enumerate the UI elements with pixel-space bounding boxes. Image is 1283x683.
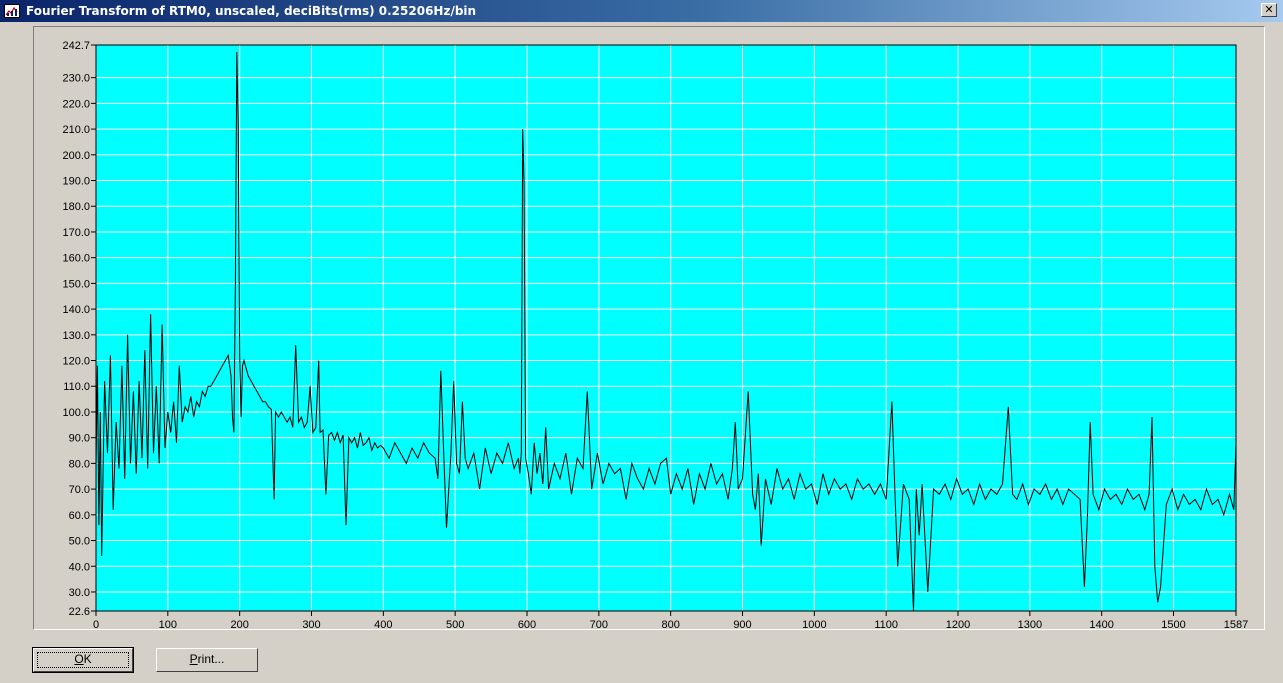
y-tick-label: 180.0 bbox=[62, 201, 90, 213]
y-tick-label: 50.0 bbox=[69, 536, 90, 548]
x-tick-label: 0 bbox=[93, 619, 99, 629]
y-tick-label: 80.0 bbox=[69, 458, 90, 470]
y-tick-label: 120.0 bbox=[62, 356, 90, 368]
x-tick-label: 400 bbox=[374, 619, 392, 629]
ok-button-label: O bbox=[74, 652, 84, 666]
x-tick-label: 1400 bbox=[1089, 619, 1113, 629]
y-tick-label: 140.0 bbox=[62, 304, 90, 316]
spectrum-chart: 0 100 200 300 400 500 600 700 800 900 1000 1100 1200… bbox=[62, 40, 1248, 629]
y-tick-label: 170.0 bbox=[62, 227, 90, 239]
y-tick-label: 242.7 bbox=[62, 40, 90, 52]
close-x-icon: ✕ bbox=[1264, 3, 1274, 16]
x-tick-label: 500 bbox=[446, 619, 464, 629]
x-tick-label: 200 bbox=[230, 619, 248, 629]
y-tick-label: 70.0 bbox=[69, 484, 90, 496]
plot-area bbox=[96, 45, 1236, 611]
window-title: Fourier Transform of RTM0, unscaled, dec… bbox=[26, 4, 477, 18]
y-tick-label: 30.0 bbox=[69, 587, 90, 599]
x-tick-label: 800 bbox=[661, 619, 679, 629]
print-button-label: P bbox=[189, 652, 198, 666]
print-button-rest: rint... bbox=[197, 652, 225, 666]
y-tick-label: 130.0 bbox=[62, 330, 90, 342]
x-tick-label: 100 bbox=[159, 619, 177, 629]
y-tick-label: 40.0 bbox=[69, 561, 90, 573]
x-tick-label: 1200 bbox=[946, 619, 970, 629]
ok-button[interactable]: OK bbox=[32, 647, 134, 673]
y-tick-label: 220.0 bbox=[62, 98, 90, 110]
print-button[interactable]: Print... bbox=[156, 648, 258, 672]
y-tick-label: 90.0 bbox=[69, 433, 90, 445]
x-tick-label: 700 bbox=[590, 619, 608, 629]
x-tick-label: 300 bbox=[302, 619, 320, 629]
spectrum-trace bbox=[95, 51, 1237, 612]
ok-button-rest: K bbox=[83, 652, 92, 666]
x-tick-label: 900 bbox=[733, 619, 751, 629]
chart-app-icon[interactable] bbox=[4, 4, 20, 18]
x-tick-label: 1300 bbox=[1018, 619, 1042, 629]
y-tick-label: 190.0 bbox=[62, 176, 90, 188]
x-tick-label: 1000 bbox=[802, 619, 826, 629]
plot-border bbox=[95, 44, 1237, 612]
close-button[interactable]: ✕ bbox=[1261, 3, 1277, 17]
y-tick-label: 60.0 bbox=[69, 510, 90, 522]
y-tick-label: 100.0 bbox=[62, 407, 90, 419]
y-tick-label: 210.0 bbox=[62, 124, 90, 136]
x-tick-label: 600 bbox=[518, 619, 536, 629]
y-tick-label: 22.6 bbox=[69, 606, 90, 618]
x-tick-label: 1500 bbox=[1161, 619, 1185, 629]
x-tick-label: 1100 bbox=[874, 619, 898, 629]
y-tick-label: 200.0 bbox=[62, 150, 90, 162]
title-bar: Fourier Transform of RTM0, unscaled, dec… bbox=[0, 0, 1283, 22]
y-tick-label: 160.0 bbox=[62, 253, 90, 265]
y-tick-label: 150.0 bbox=[62, 278, 90, 290]
focus-rect bbox=[37, 652, 129, 668]
y-tick-label: 110.0 bbox=[63, 381, 90, 393]
y-tick-label: 230.0 bbox=[62, 73, 90, 85]
chart-panel: 0 100 200 300 400 500 600 700 800 900 1000 1100 1200… bbox=[33, 26, 1265, 630]
x-tick-label: 1587 bbox=[1224, 619, 1248, 629]
